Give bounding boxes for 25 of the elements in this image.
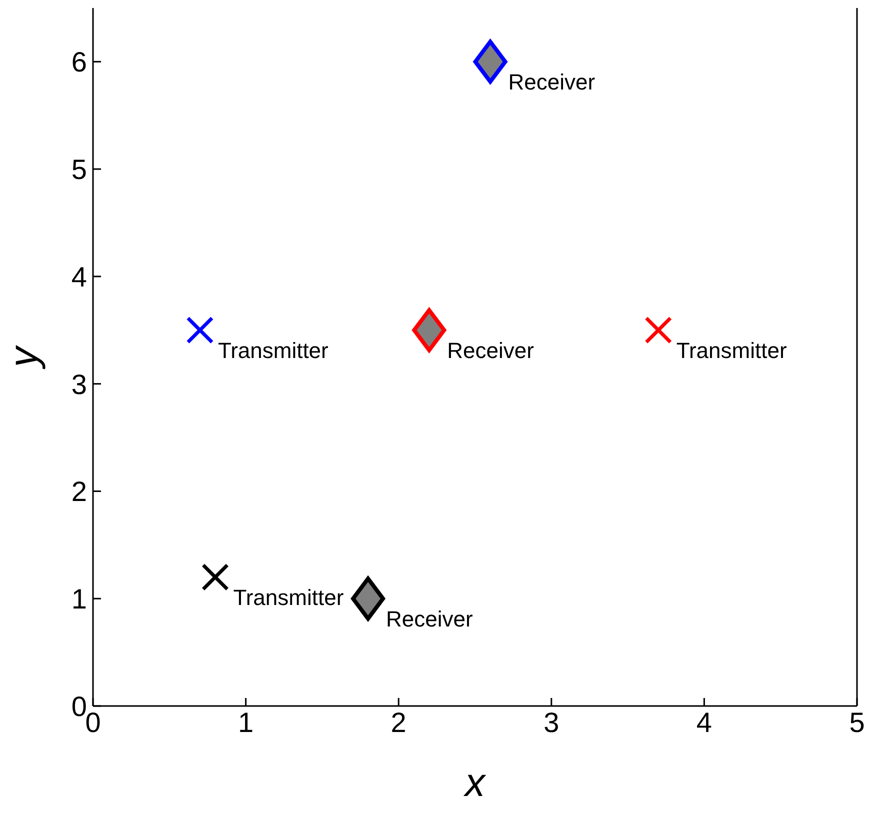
annotation: Receiver [386,606,473,632]
point [473,40,508,84]
y-tick-label: 5 [71,154,87,186]
x-axis-title: x [463,761,487,805]
x-tick-label: 5 [849,706,865,738]
y-axis-title: y [2,344,46,370]
y-tick-label: 1 [71,584,87,615]
annotation: Receiver [447,338,534,364]
y-tick-label: 3 [71,368,87,400]
point [351,576,386,621]
point [201,563,229,591]
x-tick-label: 2 [390,706,406,738]
annotation: Transmitter [218,338,328,364]
y-tick-label: 2 [71,476,87,508]
point [186,316,214,344]
annotation: Receiver [508,70,596,95]
x-tick-label: 3 [544,706,560,738]
y-tick-label: 4 [71,261,87,292]
annotation: Transmitter [233,585,344,610]
annotation: Transmitter [676,338,787,364]
x-tick-label: 1 [238,706,254,738]
point [644,316,672,344]
y-tick-label: 6 [71,46,87,78]
point [412,308,446,352]
x-tick-label: 4 [696,706,712,738]
